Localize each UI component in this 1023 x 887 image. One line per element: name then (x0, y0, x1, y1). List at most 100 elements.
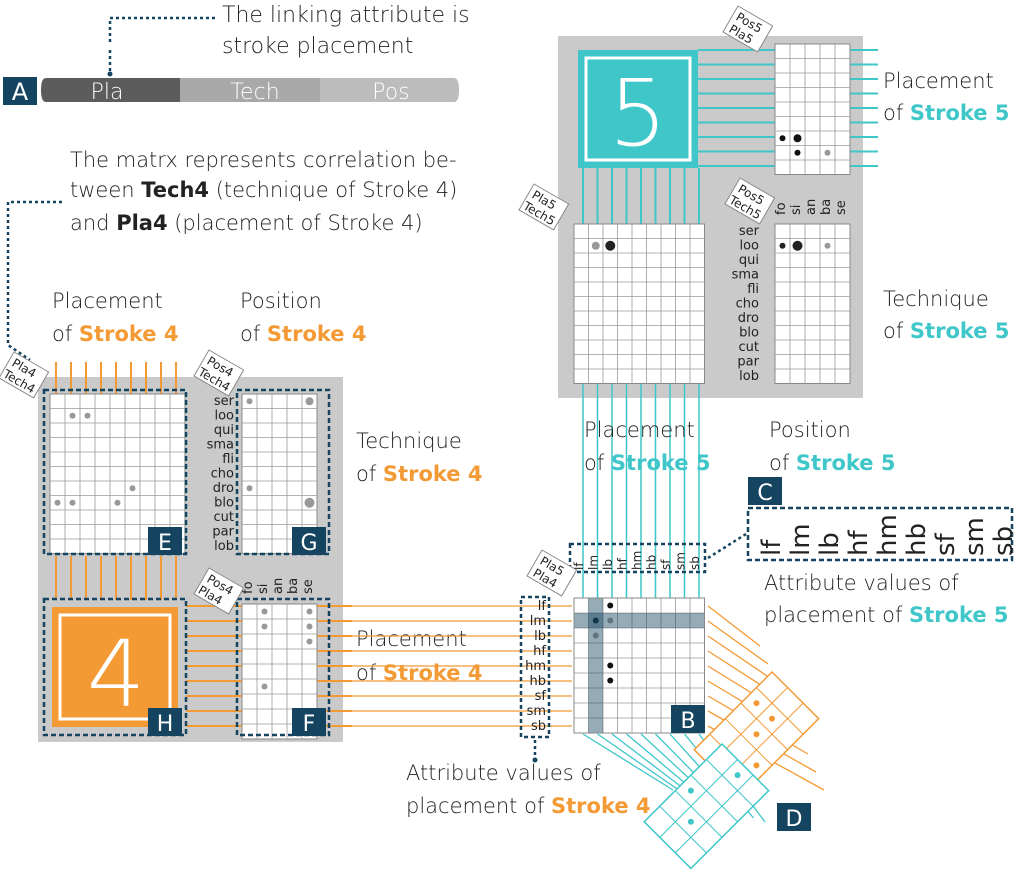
matrix-e-dot (114, 499, 121, 506)
matrix-e-dot (69, 499, 76, 506)
svg-text:of Stroke 5: of Stroke 5 (883, 101, 1009, 125)
position-label-5-se: se (834, 200, 849, 215)
segment-pla-bg (41, 78, 180, 102)
technique-label-sma: sma (207, 438, 234, 453)
matrix-e-dot (84, 412, 91, 419)
matrix-b-dot (607, 662, 614, 669)
label-technique-stroke4: Technique of Stroke 4 (356, 429, 482, 486)
label-attr-values-stroke5: Attribute values of placement of Stroke … (764, 571, 1009, 627)
placement-labels-stroke5: lf lm lb hf hm hb sf sm sb (572, 551, 702, 570)
technique-label-5-ser: ser (739, 224, 760, 239)
matrix-s5-tech-pla-dot (591, 241, 600, 250)
placement4-label-hf: hf (533, 644, 546, 659)
linking-annotation: The linking attribute is stroke placemen… (107, 3, 470, 77)
placement4-label-sf: sf (535, 689, 547, 704)
placement5-label-sm: sm (674, 552, 688, 570)
matrix-f-dot (306, 608, 313, 615)
matrix-b-border (573, 597, 705, 734)
svg-text:Technique: Technique (883, 287, 989, 311)
matrix-e-outline (42, 388, 188, 556)
legend-bar: A Pla Tech Pos (3, 77, 459, 106)
matrix-s5-tech-pos-dot (824, 242, 831, 249)
matrix-d-teal-hline (690, 774, 738, 823)
matrix-s5-tech-pos-bg (774, 223, 851, 384)
position-label-5-si: si (789, 205, 804, 215)
tag-pla5-tech5: Pla5 Tech5 (518, 183, 570, 231)
technique-label-5-par: par (737, 355, 759, 370)
matrix-d-teal-dot (687, 818, 694, 825)
matrix-g-dot (246, 398, 253, 405)
position-label-5-fo: fo (774, 202, 789, 215)
technique-label-5-loo: loo (739, 239, 759, 254)
matrix-f-outline (235, 597, 331, 737)
technique-label-par: par (212, 525, 234, 540)
placement5-label-hb: hb (645, 555, 659, 570)
segment-tech-bg (180, 78, 320, 102)
segment-pos: Pos (372, 80, 409, 105)
svg-text:of Stroke 4: of Stroke 4 (356, 462, 482, 486)
svg-text:F: F (303, 712, 316, 737)
tag-pla5-pla4: Pla5 Pla4 (526, 549, 578, 597)
pla4-leader-dot (532, 757, 538, 763)
placement4-label-sm: sm (527, 704, 546, 719)
svg-text:of Stroke 4: of Stroke 4 (52, 322, 178, 346)
svg-text:placement of Stroke 5: placement of Stroke 5 (764, 603, 1009, 627)
badge-f: F (292, 708, 326, 737)
stroke5-box-inner (584, 56, 692, 162)
stroke4-box (52, 607, 178, 727)
matrix-g-dot (246, 485, 253, 492)
badge-h: H (148, 708, 182, 737)
badge-a-bg (3, 77, 37, 105)
matrix-d-orange-dot (753, 762, 760, 769)
zoom-c-label-hf: hf (844, 530, 874, 556)
pla4-labels-outline (519, 595, 551, 739)
stroke4-box-inner (58, 613, 172, 721)
matrix-d-orange-dot (769, 715, 775, 722)
zoom-c-label-hm: hm (873, 514, 903, 556)
matrix-e-dot (54, 499, 61, 506)
matrix-s5-pos-pla-dot (793, 134, 802, 143)
matrix-d-teal-vline (659, 759, 738, 838)
technique-label-5-cut: cut (739, 340, 759, 355)
matrix-d-teal-hline (659, 805, 707, 854)
badge-d: D (777, 803, 811, 832)
svg-text:E: E (158, 531, 172, 556)
svg-text:H: H (157, 712, 174, 737)
label-technique-stroke5: Technique of Stroke 5 (883, 287, 1009, 343)
technique-label-qui: qui (214, 423, 234, 438)
placement4-label-hm: hm (525, 659, 546, 674)
label-placement-stroke5-top: Placement of Stroke 5 (883, 69, 1009, 125)
matrix-e-bg (49, 393, 186, 554)
svg-text:of Stroke 4: of Stroke 4 (240, 322, 366, 346)
placement5-label-hm: hm (630, 551, 644, 570)
placement4-label-lf: lf (538, 599, 547, 614)
b-teal-diag (582, 733, 674, 791)
svg-text:D: D (786, 807, 803, 832)
placement5-label-hf: hf (616, 557, 630, 570)
badge-b: B (671, 705, 705, 734)
b-orange-diag (707, 635, 777, 683)
svg-text:Placement: Placement (52, 289, 163, 313)
technique-label-loo: loo (214, 409, 234, 424)
badge-e: E (148, 527, 182, 556)
matrix-f-dot (261, 683, 268, 690)
matrix-f-dot (306, 623, 313, 630)
matrix-g-dot (304, 497, 315, 508)
label-position-stroke5: Position of Stroke 5 (769, 418, 895, 475)
svg-text:Attribute values of: Attribute values of (406, 761, 601, 785)
matrix-e-dot (69, 412, 76, 419)
matrix-g-bg (241, 393, 318, 554)
matrix-b-pla4-pla5 (573, 597, 705, 734)
matrix-d-orange-dot (753, 731, 760, 738)
matrix-line-1: The matrx represents correlation be- (70, 148, 457, 172)
matrix-pos5-pla5 (774, 43, 851, 175)
svg-text:placement of Stroke 4: placement of Stroke 4 (406, 794, 651, 818)
linking-leader-line (108, 16, 215, 75)
matrix-b-dot (607, 602, 614, 609)
matrix-b-dot (592, 632, 599, 639)
matrix-s5-tech-pos-dot (792, 240, 803, 251)
